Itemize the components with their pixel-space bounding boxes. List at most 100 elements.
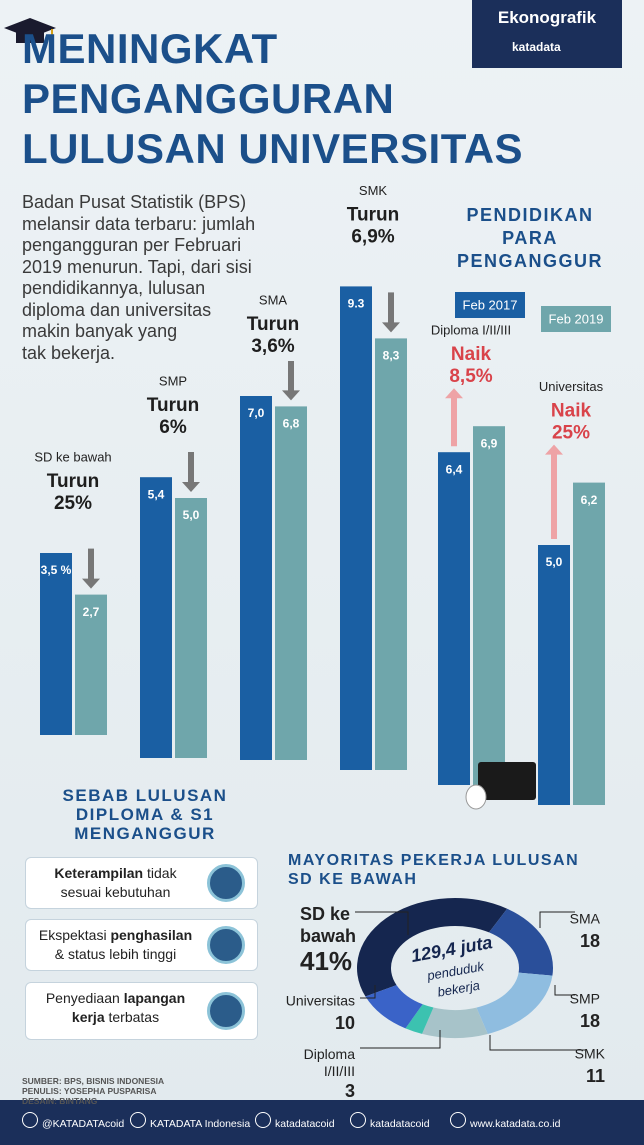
change-value: 25% bbox=[552, 423, 590, 444]
category-label: SMA bbox=[259, 292, 288, 307]
legend-title: PARA bbox=[502, 228, 558, 248]
social-icon bbox=[255, 1112, 271, 1128]
bar bbox=[375, 338, 407, 770]
social-icon bbox=[22, 1112, 38, 1128]
bar-value: 7,0 bbox=[248, 406, 265, 420]
change-direction: Naik bbox=[451, 344, 492, 365]
donut-label: SMA bbox=[570, 911, 601, 927]
donut-label: SD ke bawah bbox=[300, 904, 356, 946]
legend-swatch bbox=[455, 292, 525, 318]
change-value: 3,6% bbox=[251, 336, 294, 357]
social-label: @KATADATAcoid bbox=[42, 1118, 125, 1130]
bar bbox=[538, 545, 570, 805]
legend-label: Feb 2019 bbox=[549, 311, 604, 326]
donut-label: Diploma I/II/III bbox=[304, 1046, 356, 1079]
trend-arrow-head bbox=[545, 444, 563, 455]
cause-text-part: Ekspektasi bbox=[38, 927, 111, 943]
category-label: Universitas bbox=[539, 379, 604, 394]
bar bbox=[573, 482, 605, 805]
cause-text-part: tidak sesuai kebutuhan bbox=[60, 865, 177, 900]
cause-box: Penyediaan lapangan kerja terbatas bbox=[25, 982, 258, 1040]
intro-line: pendidikannya, lulusan bbox=[22, 278, 206, 298]
change-value: 8,5% bbox=[449, 366, 492, 387]
trend-arrow-head bbox=[82, 578, 100, 589]
donut-value: 11 bbox=[586, 1066, 605, 1086]
leader-line bbox=[360, 985, 376, 999]
donut-label: Universitas bbox=[286, 993, 355, 1009]
credit: DESAIN: BINTANG bbox=[22, 1096, 98, 1106]
legend-label: Feb 2017 bbox=[463, 297, 518, 312]
donut-center-text: bekerja bbox=[436, 978, 481, 1000]
bar bbox=[438, 452, 470, 785]
bar-value: 9.3 bbox=[348, 297, 365, 311]
footer-bar bbox=[0, 1100, 644, 1145]
intro-line: tak bekerja. bbox=[22, 342, 116, 363]
change-direction: Turun bbox=[347, 204, 399, 225]
bar-value: 5,4 bbox=[148, 487, 165, 501]
intro-line: makin banyak yang bbox=[22, 321, 178, 341]
change-value: 6% bbox=[159, 417, 187, 438]
trend-arrow-head bbox=[282, 390, 300, 401]
donut-title: MAYORITAS PEKERJA LULUSAN bbox=[288, 852, 579, 869]
cup bbox=[465, 784, 487, 810]
trend-arrow-head bbox=[182, 482, 200, 492]
trend-arrow-head bbox=[445, 388, 463, 399]
donut-segment bbox=[357, 898, 508, 997]
bar-value: 8,3 bbox=[383, 349, 400, 363]
leader-line bbox=[355, 911, 409, 935]
leader-line bbox=[489, 1035, 585, 1051]
donut-segment bbox=[489, 908, 553, 976]
bar bbox=[275, 406, 307, 760]
cause-text-part: Penyediaan bbox=[45, 990, 124, 1006]
bar-value: 6,4 bbox=[446, 462, 463, 476]
donut-value: 18 bbox=[580, 1011, 600, 1031]
social-icon bbox=[450, 1112, 466, 1128]
bar-value: 6,2 bbox=[581, 493, 598, 507]
credit: SUMBER: BPS, BISNIS INDONESIA bbox=[22, 1076, 165, 1086]
social-label: www.katadata.co.id bbox=[470, 1118, 561, 1130]
cause-text-part: lapangan kerja bbox=[71, 990, 186, 1025]
leader-line bbox=[539, 911, 575, 928]
cause-text: Ekspektasi penghasilan & status lebih ti… bbox=[34, 926, 197, 964]
donut-value: 3 bbox=[345, 1081, 355, 1101]
bar bbox=[140, 477, 172, 758]
change-value: 6,9% bbox=[351, 226, 394, 247]
donut-segment bbox=[422, 1007, 488, 1038]
cause-text-part: & status lebih tinggi bbox=[54, 946, 177, 962]
intro-line: melansir data terbaru: jumlah bbox=[22, 213, 256, 234]
causes-title-line: DIPLOMA & S1 bbox=[75, 805, 215, 824]
bar-value: 6,9 bbox=[481, 436, 498, 450]
social-label: katadatacoid bbox=[275, 1118, 335, 1130]
donut-value: 10 bbox=[335, 1013, 355, 1033]
cause-text-part: penghasilan bbox=[110, 927, 193, 943]
bar bbox=[75, 594, 107, 735]
briefcase bbox=[478, 762, 536, 800]
change-direction: Turun bbox=[247, 314, 299, 335]
causes-title-line: MENGANGGUR bbox=[74, 824, 216, 843]
category-label: SD ke bawah bbox=[34, 449, 111, 464]
legend-title: PENGANGGUR bbox=[457, 251, 603, 271]
cause-box: Ekspektasi penghasilan & status lebih ti… bbox=[25, 919, 258, 971]
leader-line bbox=[360, 1030, 441, 1049]
bar-value: 5,0 bbox=[183, 508, 200, 522]
bar bbox=[473, 426, 505, 785]
leader-line bbox=[554, 985, 575, 996]
bar bbox=[40, 553, 72, 735]
credit: PENULIS: YOSEPHA PUSPARISA bbox=[22, 1086, 157, 1096]
cause-icon bbox=[207, 926, 245, 964]
causes-title-line: SEBAB LULUSAN bbox=[62, 786, 228, 805]
change-value: 25% bbox=[54, 493, 92, 514]
bar-value: 6,8 bbox=[283, 417, 300, 431]
social-label: KATADATA Indonesia bbox=[150, 1118, 251, 1130]
social-icon bbox=[130, 1112, 146, 1128]
social-label: katadatacoid bbox=[370, 1118, 430, 1130]
bar-value: 2,7 bbox=[83, 605, 100, 619]
change-direction: Naik bbox=[551, 401, 592, 422]
cause-text: Penyediaan lapangan kerja terbatas bbox=[34, 989, 197, 1027]
legend-title: PENDIDIKAN bbox=[466, 205, 593, 225]
cause-text-part: Keterampilan bbox=[54, 865, 144, 881]
legend-swatch bbox=[541, 306, 611, 332]
social-icon bbox=[350, 1112, 366, 1128]
